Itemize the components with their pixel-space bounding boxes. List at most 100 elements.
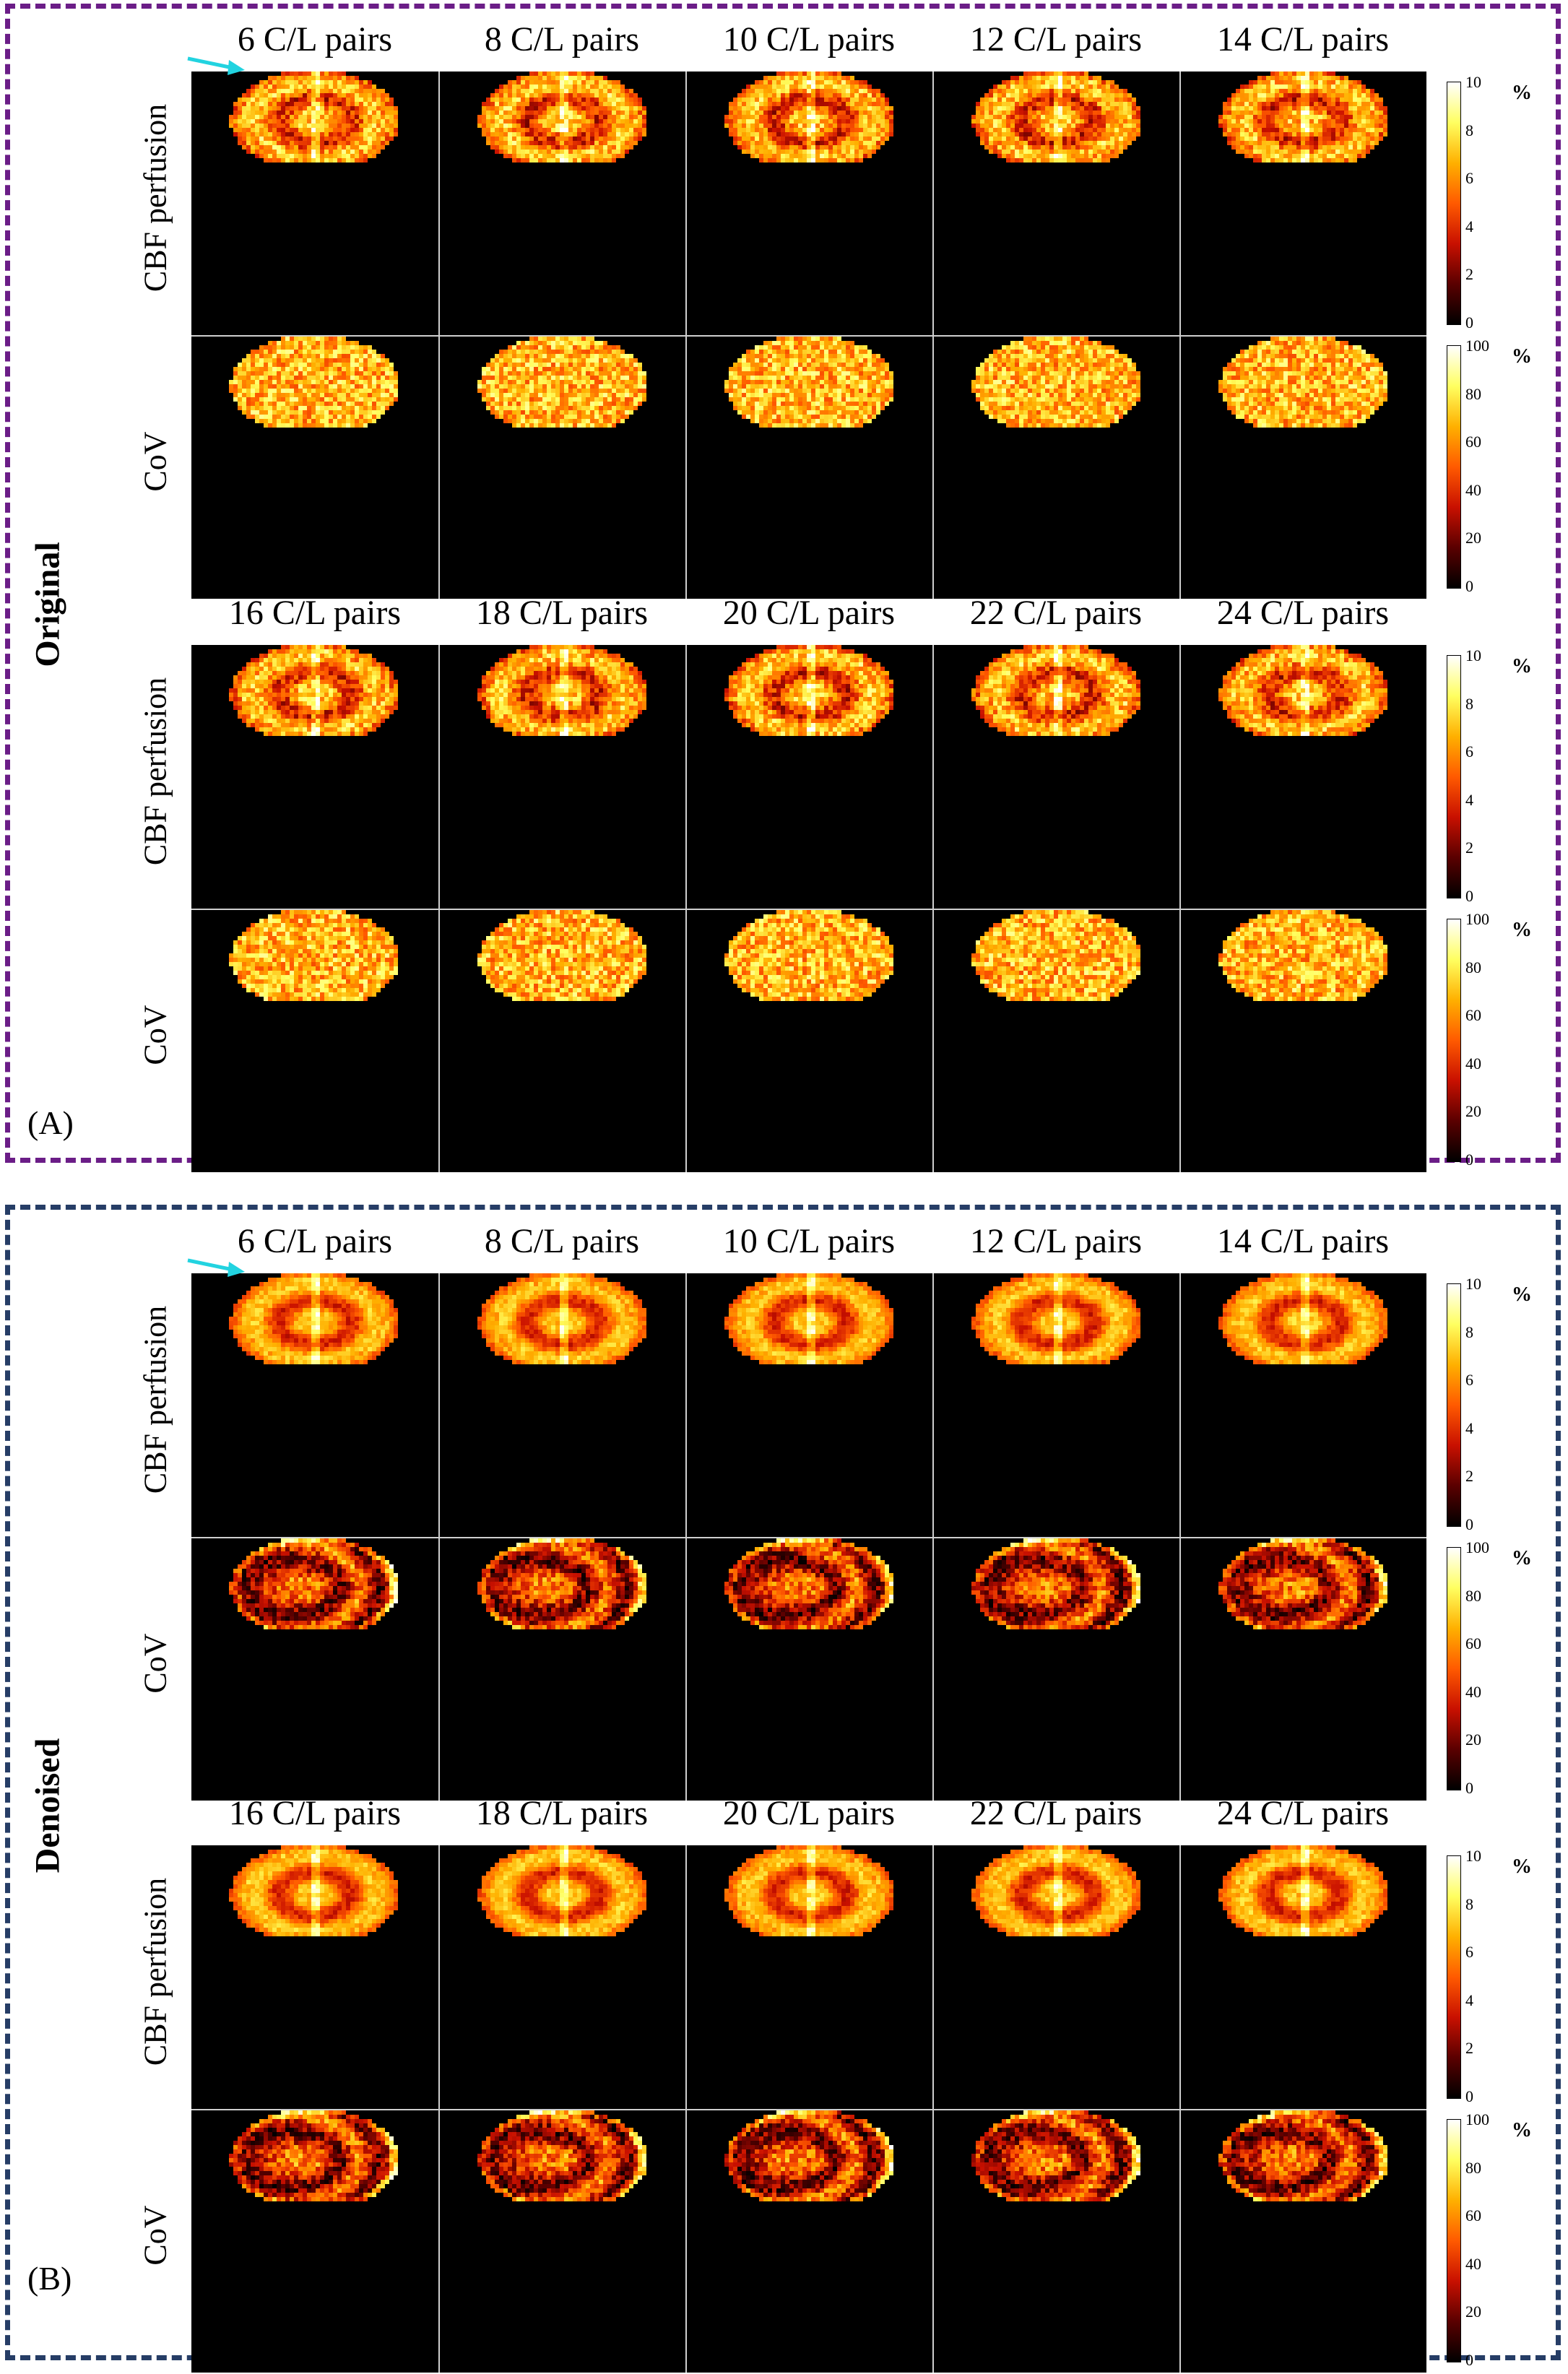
map-tile bbox=[1179, 335, 1426, 599]
colorbar-tick-label: 4 bbox=[1465, 1993, 1473, 2009]
map-image bbox=[440, 2110, 687, 2374]
map-image bbox=[934, 1538, 1181, 1802]
colorbar bbox=[1447, 1283, 1461, 1527]
row-label: CBF perfusion bbox=[137, 1305, 174, 1493]
map-tile bbox=[438, 335, 685, 599]
map-tile bbox=[191, 1845, 438, 2109]
map-tile bbox=[438, 1537, 685, 1801]
row-label: CoV bbox=[137, 1005, 174, 1065]
column-label: 12 C/L pairs bbox=[932, 20, 1179, 59]
map-image bbox=[440, 337, 687, 600]
colorbar-tick-label: 80 bbox=[1465, 960, 1481, 976]
colorbar-tick-label: 80 bbox=[1465, 1588, 1481, 1604]
map-tile bbox=[932, 1537, 1179, 1801]
map-tile bbox=[191, 909, 438, 1172]
colorbar-unit: % bbox=[1512, 1283, 1532, 1307]
map-image bbox=[934, 2110, 1181, 2374]
column-label: 16 C/L pairs bbox=[191, 1793, 438, 1833]
map-image bbox=[440, 1538, 687, 1802]
panel-letter: (A) bbox=[27, 1104, 74, 1142]
brain-slice-map bbox=[1218, 337, 1387, 428]
map-image bbox=[934, 645, 1181, 909]
map-image bbox=[191, 2110, 438, 2374]
panel-side-title: Original bbox=[28, 542, 68, 667]
row-label: CoV bbox=[137, 1633, 174, 1693]
brain-slice-map bbox=[1218, 1538, 1387, 1629]
colorbar bbox=[1447, 1547, 1461, 1790]
map-tile bbox=[191, 1537, 438, 1801]
map-tile bbox=[438, 645, 685, 909]
brain-slice-map bbox=[229, 1845, 398, 1936]
column-label: 24 C/L pairs bbox=[1179, 1793, 1426, 1833]
column-label: 18 C/L pairs bbox=[438, 593, 685, 633]
colorbar bbox=[1447, 2119, 1461, 2362]
colorbar-tick-label: 60 bbox=[1465, 434, 1481, 450]
map-image bbox=[687, 910, 934, 1174]
colorbar-tick-label: 10 bbox=[1465, 1848, 1481, 1864]
colorbar bbox=[1447, 1855, 1461, 2099]
brain-slice-map bbox=[971, 1273, 1140, 1364]
brain-slice-map bbox=[971, 910, 1140, 1001]
map-tile bbox=[191, 2109, 438, 2373]
colorbar-tick-label: 40 bbox=[1465, 1684, 1481, 1700]
brain-slice-map bbox=[229, 337, 398, 428]
colorbar-tick-label: 0 bbox=[1465, 2352, 1473, 2368]
map-image bbox=[1181, 337, 1428, 600]
map-tile bbox=[685, 72, 932, 335]
colorbar-unit: % bbox=[1512, 345, 1532, 368]
colorbar bbox=[1447, 345, 1461, 589]
row-label: CoV bbox=[137, 2205, 174, 2265]
map-tile bbox=[685, 909, 932, 1172]
colorbar-tick-label: 2 bbox=[1465, 840, 1473, 856]
map-image bbox=[440, 910, 687, 1174]
colorbar-tick-label: 40 bbox=[1465, 2256, 1481, 2272]
map-image bbox=[191, 645, 438, 909]
map-image bbox=[1181, 2110, 1428, 2374]
brain-slice-map bbox=[1218, 910, 1387, 1001]
colorbar-tick-label: 6 bbox=[1465, 170, 1473, 186]
colorbar-tick-label: 2 bbox=[1465, 1468, 1473, 1484]
brain-slice-map bbox=[229, 1538, 398, 1629]
column-label: 14 C/L pairs bbox=[1179, 20, 1426, 59]
map-image bbox=[191, 337, 438, 600]
colorbar-tick-label: 8 bbox=[1465, 696, 1473, 712]
colorbar bbox=[1447, 655, 1461, 898]
map-image bbox=[440, 645, 687, 909]
map-image bbox=[687, 2110, 934, 2374]
brain-slice-map bbox=[724, 1538, 893, 1629]
colorbar-tick-label: 6 bbox=[1465, 1372, 1473, 1388]
map-tile bbox=[685, 2109, 932, 2373]
colorbar-tick-label: 10 bbox=[1465, 648, 1481, 664]
colorbar-tick-label: 100 bbox=[1465, 338, 1489, 354]
brain-slice-map bbox=[477, 1845, 646, 1936]
map-tile bbox=[1179, 1273, 1426, 1537]
map-image bbox=[440, 1845, 687, 2109]
map-image bbox=[191, 1273, 438, 1537]
colorbar-tick-label: 8 bbox=[1465, 123, 1473, 139]
colorbar-tick-label: 2 bbox=[1465, 2040, 1473, 2056]
column-label: 22 C/L pairs bbox=[932, 593, 1179, 633]
colorbar-tick-label: 6 bbox=[1465, 744, 1473, 760]
brain-slice-map bbox=[1218, 1845, 1387, 1936]
map-tile bbox=[932, 1273, 1179, 1537]
map-image bbox=[1181, 1273, 1428, 1537]
colorbar-tick-label: 8 bbox=[1465, 1897, 1473, 1912]
map-image bbox=[191, 1845, 438, 2109]
brain-slice-map bbox=[724, 1273, 893, 1364]
colorbar-unit: % bbox=[1512, 655, 1532, 678]
map-image bbox=[687, 337, 934, 600]
colorbar-unit: % bbox=[1512, 1547, 1532, 1570]
map-image bbox=[440, 72, 687, 335]
column-label: 6 C/L pairs bbox=[191, 20, 438, 59]
colorbar-unit: % bbox=[1512, 919, 1532, 942]
map-image bbox=[934, 337, 1181, 600]
colorbar bbox=[1447, 82, 1461, 325]
brain-slice-map bbox=[1218, 645, 1387, 736]
map-tile bbox=[191, 1273, 438, 1537]
colorbar-tick-label: 20 bbox=[1465, 2304, 1481, 2320]
colorbar-tick-label: 10 bbox=[1465, 1276, 1481, 1292]
map-tile bbox=[438, 909, 685, 1172]
row-label: CBF perfusion bbox=[137, 677, 174, 865]
colorbar bbox=[1447, 919, 1461, 1162]
brain-slice-map bbox=[971, 337, 1140, 428]
